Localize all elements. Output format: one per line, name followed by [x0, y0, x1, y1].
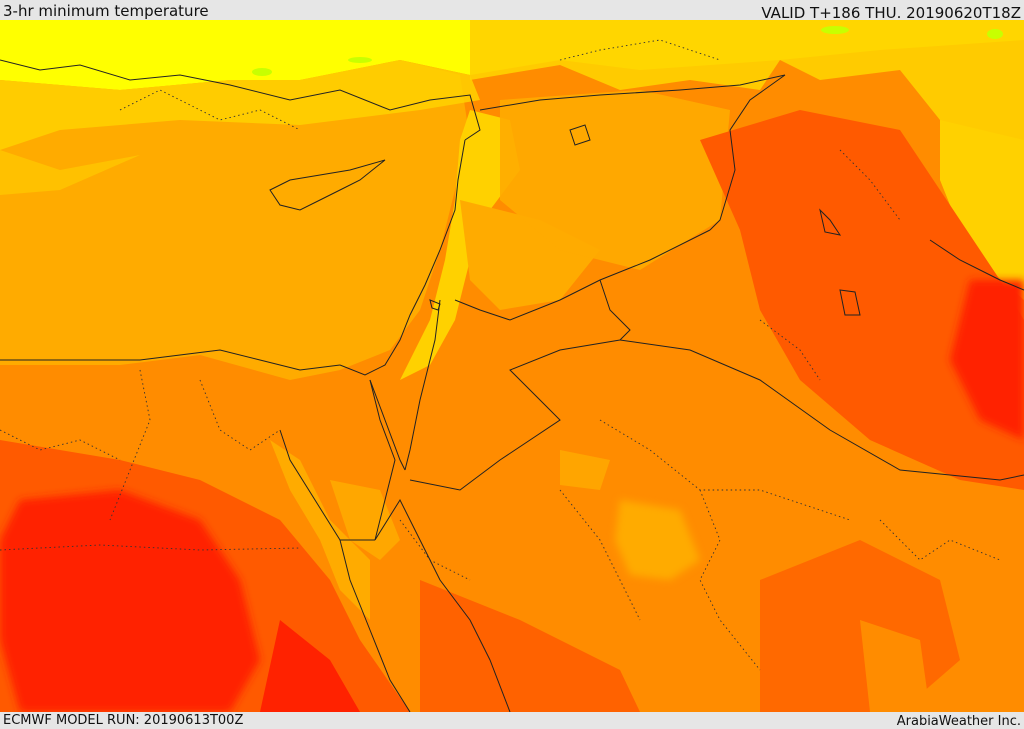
- country-borders: [369, 74, 1024, 491]
- map-title: 3-hr minimum temperature: [3, 2, 209, 20]
- temperature-map[interactable]: [0, 20, 1024, 712]
- footer-bar: ECMWF MODEL RUN: 20190613T00Z ArabiaWeat…: [0, 712, 1024, 729]
- coastlines: [0, 59, 1024, 712]
- header-bar: 3-hr minimum temperature VALID T+186 THU…: [0, 0, 1024, 22]
- model-run: ECMWF MODEL RUN: 20190613T00Z: [3, 713, 244, 728]
- admin-boundaries: [0, 39, 1001, 671]
- brand-credit: ArabiaWeather Inc.: [896, 714, 1021, 729]
- valid-time: VALID T+186 THU. 20190620T18Z: [761, 4, 1021, 22]
- temperature-field: [0, 20, 1024, 712]
